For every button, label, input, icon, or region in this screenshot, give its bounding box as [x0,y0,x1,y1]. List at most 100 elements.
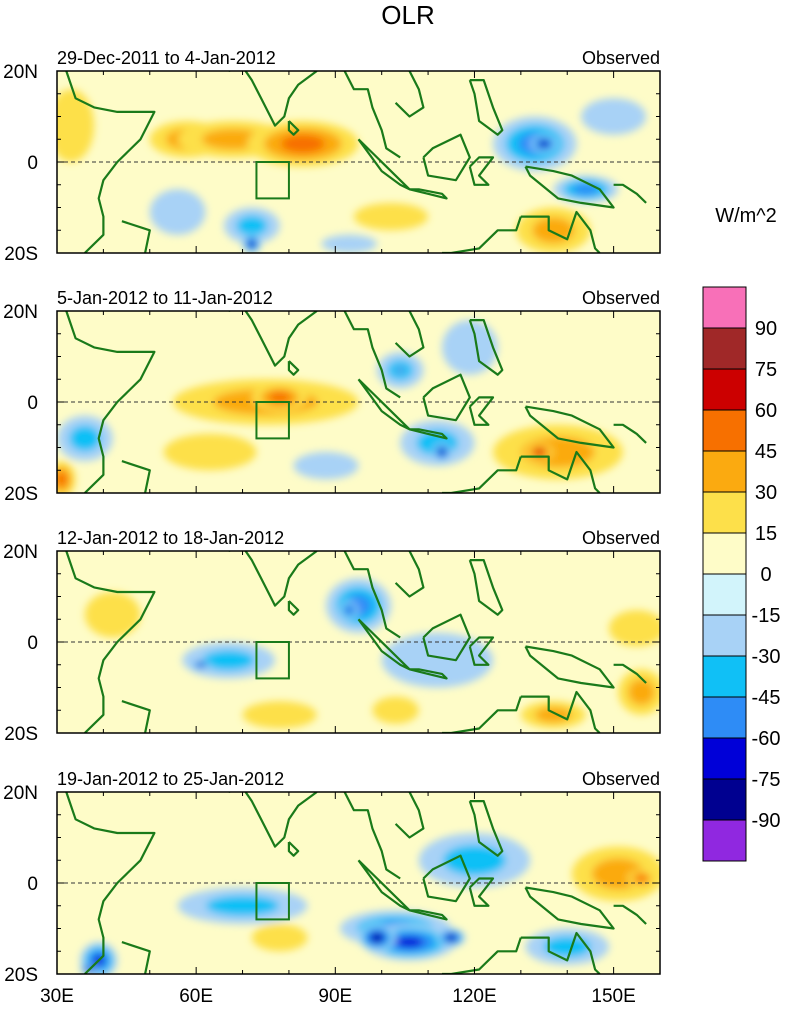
coastline [343,551,401,639]
panel-field [57,71,660,253]
colorbar-label: -30 [752,646,781,668]
colorbar-label: 75 [755,359,777,381]
coastline [409,428,448,440]
target-box [255,401,290,440]
coastline [65,71,156,253]
coastline [520,690,601,733]
anomaly-contour [280,134,325,153]
y-tick-label: 20S [4,965,38,986]
coastline [524,886,615,930]
anomaly-contour [543,936,591,957]
coastline [468,636,495,666]
coastline [394,311,425,358]
coastline [228,551,318,607]
anomaly-contour [321,234,378,253]
coastline [422,854,471,903]
panel-observed-label: Observed [582,48,660,68]
colorbar-swatch [702,819,747,862]
coastline [613,183,647,204]
y-tick-label: 20N [3,783,38,804]
colorbar-swatch [702,491,747,534]
coastline [409,668,448,680]
coastline [520,931,601,974]
colorbar-label: -90 [752,810,781,832]
target-box [255,641,290,680]
coastline [287,120,300,136]
map-panel: 20N 0 20S 19-Jan-2012 to 25-Jan-2012 Observe… [3,769,661,986]
anomaly-contour [353,202,429,231]
coastline [228,792,318,848]
figure-title: OLR [381,0,434,30]
coastline [422,373,471,422]
coastline [613,423,647,444]
coastline [520,210,601,253]
panel-period: 29-Dec-2011 to 4-Jan-2012 [57,48,276,68]
colorbar-swatch [702,573,747,616]
anomaly-contour [534,707,572,723]
anomaly-contour [372,696,419,724]
colorbar-label: 45 [755,441,777,463]
panel-period: 12-Jan-2012 to 18-Jan-2012 [57,528,284,548]
anomaly-field [84,578,660,729]
coastline [121,460,151,493]
x-tick-label: 90E [318,986,352,1007]
map-panel: 20N 0 20S 29-Dec-2011 to 4-Jan-2012 Observed [3,48,661,265]
panel-observed-label: Observed [582,288,660,308]
coastline [468,799,504,857]
anomaly-contour [149,189,206,235]
anomaly-contour [441,320,498,375]
coastline [422,613,471,662]
coastline [228,311,318,367]
coastline [65,551,156,733]
colorbar-swatch [702,286,747,329]
anomaly-contour [447,935,455,940]
anomaly-contour [635,874,647,883]
coastline [468,558,504,616]
coastline [468,396,495,426]
anomaly-contour [540,141,548,147]
panel-period: 19-Jan-2012 to 25-Jan-2012 [57,769,284,789]
y-tick-label: 0 [27,153,38,174]
coastline [442,937,522,974]
y-tick-label: 0 [27,633,38,654]
colorbar-label: 60 [755,400,777,422]
coastline [287,841,300,857]
colorbar-swatch [702,614,747,657]
coastline [65,311,156,493]
colorbar-swatch [702,450,747,493]
anomaly-contour [372,934,382,941]
anomaly-contour [251,923,308,952]
coastline [442,216,522,253]
y-tick-label: 20N [3,62,38,83]
coastline [468,78,504,136]
anomaly-contour [395,936,424,948]
y-tick-label: 20N [3,302,38,323]
coastline [468,319,504,376]
anomaly-contour [57,89,95,162]
anomaly-contour [249,241,255,247]
y-tick-label: 0 [27,874,38,895]
coastline [520,450,601,493]
anomaly-contour [399,369,402,372]
coastline [287,360,300,376]
coastline [613,663,647,684]
colorbar-swatch [702,409,747,452]
colorbar-swatch [702,327,747,370]
colorbar-label: 90 [755,318,777,340]
anomaly-contour [535,449,544,455]
coastline [343,71,401,159]
colorbar-label: 30 [755,482,777,504]
x-tick-label: 60E [179,986,213,1007]
anomaly-contour [202,649,255,671]
anomaly-contour [57,472,68,487]
anomaly-contour [293,452,359,480]
anomaly-contour [346,607,353,613]
coastline [121,220,151,253]
x-tick-label: 120E [452,986,496,1007]
colorbar-swatch [702,532,747,575]
colorbar: 90 75 60 45 30 15 0 -15 -30 -45 -60 -75 -90 [702,286,781,862]
coastline [343,792,401,880]
anomaly-contour [608,610,660,647]
coastline [524,165,615,209]
